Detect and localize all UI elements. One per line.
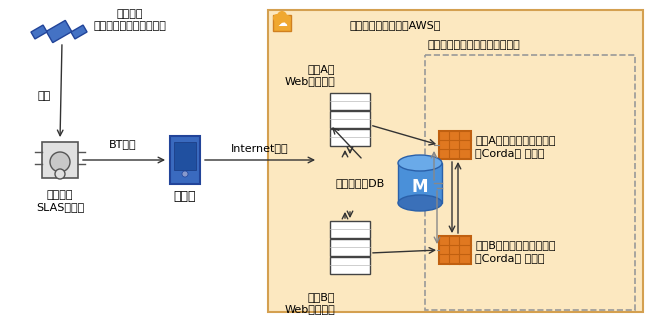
- Text: （Corda） ノード: （Corda） ノード: [475, 148, 545, 158]
- Bar: [425, 55, 635, 310]
- Bar: [330, 111, 370, 128]
- Text: クラウドシステム（AWS）: クラウドシステム（AWS）: [350, 20, 441, 30]
- Bar: [330, 257, 370, 274]
- Bar: [174, 142, 196, 170]
- Bar: [439, 236, 471, 264]
- Text: （Corda） ノード: （Corda） ノード: [475, 253, 545, 263]
- Bar: [273, 15, 291, 31]
- Circle shape: [277, 11, 287, 21]
- Text: みちびき
（準天頂衛星システム）: みちびき （準天頂衛星システム）: [94, 9, 166, 31]
- Circle shape: [283, 15, 291, 23]
- Circle shape: [50, 152, 70, 172]
- Text: M: M: [411, 178, 428, 196]
- Ellipse shape: [398, 155, 442, 171]
- Text: 業者Bのブロックチェーン: 業者Bのブロックチェーン: [475, 240, 556, 250]
- Text: 受信: 受信: [38, 91, 51, 101]
- Circle shape: [182, 171, 188, 177]
- Bar: [170, 136, 200, 184]
- Text: みちびき
SLAS受信機: みちびき SLAS受信機: [36, 190, 84, 212]
- Text: サーバー用DB: サーバー用DB: [336, 178, 385, 188]
- Circle shape: [273, 14, 281, 22]
- Text: ☁: ☁: [277, 18, 287, 28]
- Circle shape: [55, 169, 65, 179]
- Text: スマホ: スマホ: [174, 189, 196, 203]
- Bar: [31, 25, 47, 39]
- Text: ブロックチェーンネットワーク: ブロックチェーンネットワーク: [427, 40, 520, 50]
- Bar: [398, 163, 442, 203]
- Bar: [46, 20, 72, 43]
- Bar: [330, 129, 370, 146]
- Text: 業者Bの
Webサーバー: 業者Bの Webサーバー: [284, 292, 335, 314]
- Bar: [330, 239, 370, 256]
- Text: Internet経由: Internet経由: [231, 143, 289, 153]
- Ellipse shape: [398, 195, 442, 211]
- Bar: [330, 93, 370, 110]
- Bar: [268, 10, 643, 312]
- Bar: [71, 25, 87, 39]
- Bar: [42, 142, 78, 178]
- Text: 業者Aのブロックチェーン: 業者Aのブロックチェーン: [475, 135, 556, 145]
- Bar: [439, 131, 471, 159]
- Bar: [330, 221, 370, 238]
- Text: 業者Aの
Webサーバー: 業者Aの Webサーバー: [284, 64, 335, 86]
- Text: BT経由: BT経由: [109, 139, 136, 149]
